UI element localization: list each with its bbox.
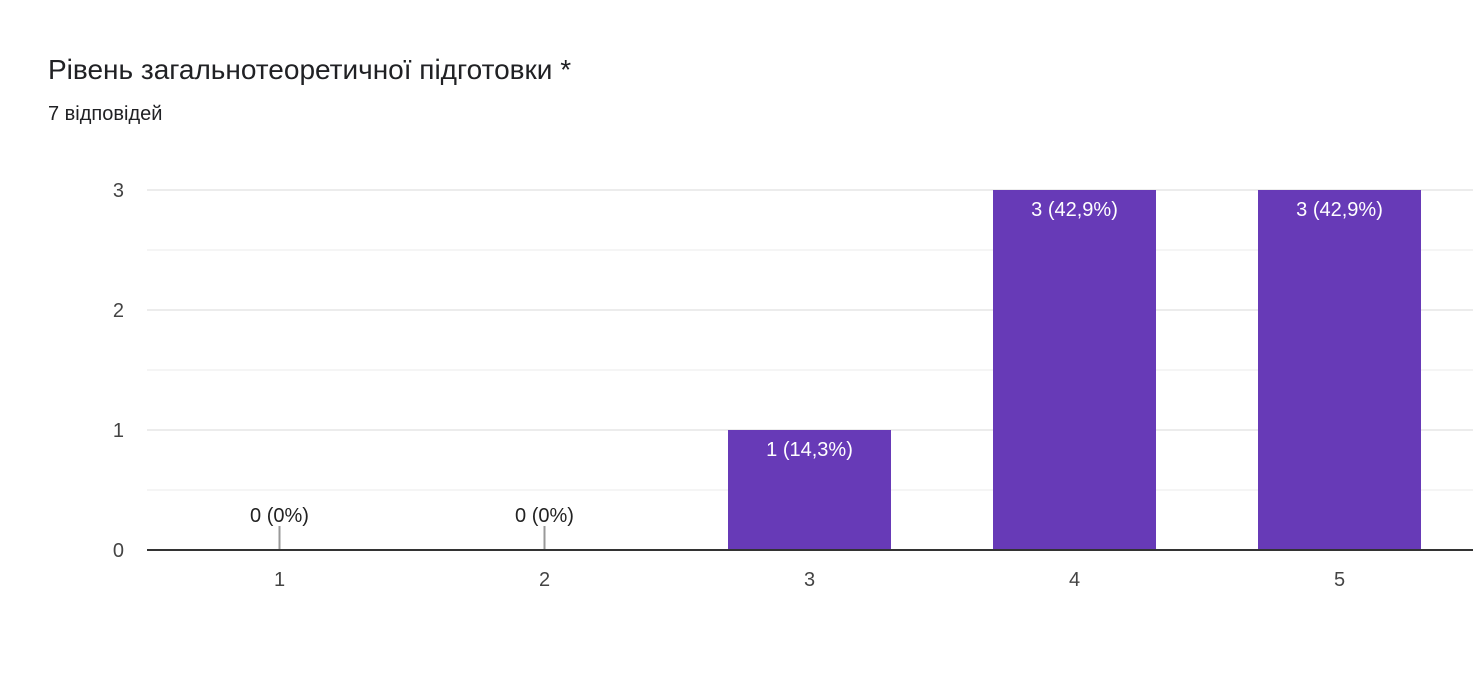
x-tick-label: 3 [804, 569, 815, 591]
bar [1258, 190, 1421, 550]
y-tick-label: 2 [113, 300, 124, 322]
y-axis-ticks: 0 1 2 3 [113, 180, 124, 562]
data-labels: 0 (0%) 0 (0%) 1 (14,3%) 3 (42,9%) 3 (42,9%) [250, 199, 1383, 527]
x-tick-label: 4 [1069, 569, 1080, 591]
bar [993, 190, 1156, 550]
bar [728, 430, 891, 550]
bars [278, 190, 1421, 550]
data-label: 0 (0%) [250, 505, 309, 527]
y-tick-label: 1 [113, 420, 124, 442]
response-count: 7 відповідей [48, 103, 163, 125]
x-tick-label: 2 [539, 569, 550, 591]
data-label: 3 (42,9%) [1296, 199, 1383, 221]
data-label: 1 (14,3%) [766, 439, 853, 461]
question-title: Рівень загальнотеоретичної підготовки * [48, 54, 572, 85]
data-label: 0 (0%) [515, 505, 574, 527]
y-tick-label: 0 [113, 540, 124, 562]
x-tick-label: 5 [1334, 569, 1345, 591]
x-axis-ticks: 1 2 3 4 5 [274, 569, 1345, 591]
data-label: 3 (42,9%) [1031, 199, 1118, 221]
y-tick-label: 3 [113, 180, 124, 202]
x-tick-label: 1 [274, 569, 285, 591]
